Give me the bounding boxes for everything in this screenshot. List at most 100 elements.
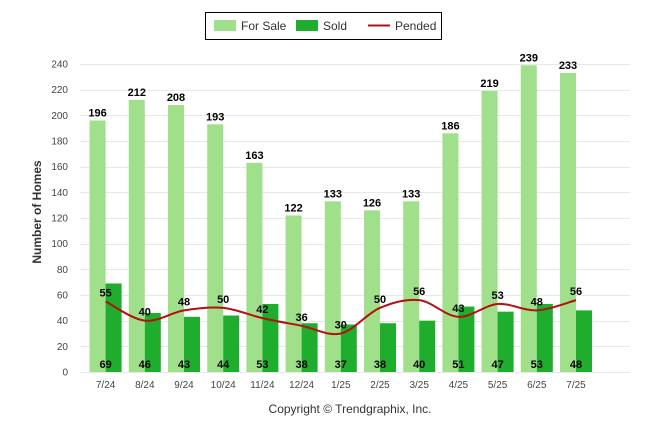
for-sale-bar bbox=[207, 124, 224, 372]
for-sale-bar bbox=[520, 65, 537, 373]
sold-value-label: 47 bbox=[491, 359, 503, 371]
sold-value-label: 69 bbox=[99, 359, 111, 371]
pended-line-layer bbox=[105, 298, 577, 336]
for-sale-value-label: 163 bbox=[245, 150, 263, 162]
pended-value-label: 42 bbox=[256, 304, 268, 316]
sold-value-label: 44 bbox=[217, 359, 230, 371]
pended-value-label: 50 bbox=[374, 294, 386, 306]
sold-bar bbox=[419, 320, 436, 372]
pended-value-label: 56 bbox=[570, 286, 582, 298]
pended-value-label: 43 bbox=[452, 303, 464, 315]
sold-value-label: 53 bbox=[256, 359, 268, 371]
for-sale-value-label: 212 bbox=[128, 87, 146, 99]
for-sale-bar bbox=[481, 90, 498, 372]
pended-value-label: 50 bbox=[217, 294, 229, 306]
sold-bar bbox=[536, 303, 553, 372]
y-tick-label: 20 bbox=[57, 342, 69, 353]
pended-value-label: 56 bbox=[413, 286, 425, 298]
y-tick-label: 120 bbox=[51, 214, 68, 225]
sold-bar bbox=[223, 315, 240, 372]
y-tick-label: 40 bbox=[57, 316, 69, 327]
y-tick-label: 140 bbox=[51, 188, 68, 199]
for-sale-bar bbox=[442, 133, 459, 372]
for-sale-value-label: 126 bbox=[363, 197, 381, 209]
x-tick-label: 8/24 bbox=[135, 380, 155, 391]
for-sale-bar bbox=[128, 99, 145, 372]
pended-value-label: 55 bbox=[99, 287, 111, 299]
y-tick-label: 220 bbox=[51, 85, 68, 96]
sold-bar bbox=[576, 310, 592, 372]
for-sale-value-label: 133 bbox=[402, 188, 420, 200]
sold-value-label: 37 bbox=[335, 359, 347, 371]
for-sale-bar bbox=[246, 162, 263, 372]
pended-line bbox=[105, 298, 577, 336]
y-tick-label: 160 bbox=[51, 162, 68, 173]
x-tick-label: 3/25 bbox=[409, 380, 429, 391]
for-sale-bar bbox=[168, 105, 184, 373]
legend-label: For Sale bbox=[241, 19, 287, 33]
x-tick-label: 7/25 bbox=[566, 380, 586, 391]
pended-value-label: 36 bbox=[295, 312, 307, 324]
y-tick-label: 100 bbox=[51, 239, 68, 250]
sold-value-label: 38 bbox=[374, 359, 386, 371]
legend-label: Pended bbox=[395, 19, 436, 33]
sold-value-label: 53 bbox=[531, 359, 543, 371]
bars bbox=[89, 65, 592, 373]
legend: For Sale Sold Pended bbox=[205, 12, 442, 40]
x-tick-label: 5/25 bbox=[488, 380, 508, 391]
x-tick-label: 1/25 bbox=[331, 380, 351, 391]
for-sale-value-label: 122 bbox=[284, 202, 302, 214]
for-sale-bar bbox=[560, 72, 576, 372]
for-sale-bar bbox=[89, 120, 106, 372]
sold-value-label: 43 bbox=[178, 359, 190, 371]
pended-value-label: 48 bbox=[178, 296, 190, 308]
sold-bar bbox=[380, 323, 396, 372]
y-axis: 0 20 40 60 80 100 120 140 160 180 200 220 240 bbox=[51, 60, 68, 379]
pended-value-label: 48 bbox=[531, 296, 543, 308]
sold-value-label: 51 bbox=[452, 359, 464, 371]
pended-value-label: 53 bbox=[491, 290, 503, 302]
legend-swatch bbox=[214, 20, 236, 31]
sold-value-label: 46 bbox=[139, 359, 151, 371]
x-tick-label: 11/24 bbox=[250, 380, 275, 391]
x-tick-label: 4/25 bbox=[449, 380, 469, 391]
copyright-text: Copyright © Trendgraphix, Inc. bbox=[269, 402, 432, 416]
x-tick-label: 2/25 bbox=[370, 380, 390, 391]
sold-value-label: 48 bbox=[570, 359, 582, 371]
pended-value-label: 40 bbox=[139, 307, 151, 319]
y-tick-label: 0 bbox=[62, 368, 68, 379]
for-sale-value-label: 196 bbox=[88, 107, 106, 119]
x-tick-label: 10/24 bbox=[211, 380, 236, 391]
sold-bar bbox=[301, 323, 318, 372]
y-tick-label: 200 bbox=[51, 111, 68, 122]
data-labels: 196 69 55 212 46 40 208 43 48 193 44 50 163 53 42 122 38… bbox=[88, 52, 582, 371]
y-tick-label: 60 bbox=[57, 291, 69, 302]
sold-value-label: 40 bbox=[413, 359, 425, 371]
for-sale-bar bbox=[324, 201, 341, 372]
for-sale-bar bbox=[364, 210, 380, 372]
sold-bar bbox=[184, 316, 200, 372]
y-tick-label: 180 bbox=[51, 137, 68, 148]
for-sale-value-label: 239 bbox=[520, 52, 538, 64]
for-sale-bar bbox=[285, 215, 302, 372]
y-tick-label: 80 bbox=[57, 265, 69, 276]
x-tick-label: 7/24 bbox=[96, 380, 116, 391]
sold-bar bbox=[105, 283, 122, 372]
for-sale-value-label: 133 bbox=[324, 188, 342, 200]
x-tick-label: 6/25 bbox=[527, 380, 547, 391]
x-tick-label: 12/24 bbox=[289, 380, 314, 391]
for-sale-value-label: 193 bbox=[206, 111, 224, 123]
y-axis-title: Number of Homes bbox=[30, 160, 44, 264]
for-sale-value-label: 186 bbox=[441, 120, 459, 132]
for-sale-value-label: 208 bbox=[167, 92, 185, 104]
sold-bar bbox=[144, 312, 161, 372]
legend-label: Sold bbox=[323, 19, 347, 33]
legend-swatch bbox=[296, 20, 318, 31]
pended-value-label: 30 bbox=[335, 320, 347, 332]
sold-value-label: 38 bbox=[295, 359, 307, 371]
x-axis: 7/24 8/24 9/24 10/24 11/24 12/24 1/25 2/25 3/25 4… bbox=[96, 380, 586, 391]
sold-bar bbox=[340, 324, 357, 372]
sold-bar bbox=[458, 306, 475, 372]
legend-box bbox=[205, 12, 442, 40]
